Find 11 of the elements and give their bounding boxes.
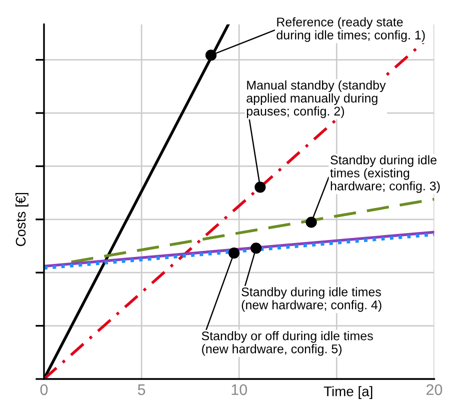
- x-tick-label: 10: [232, 384, 247, 396]
- annotation: Standby or off during idle times (new hardware, config. 5): [202, 331, 373, 356]
- annotation: Reference (ready state during idle times; config. 1): [276, 17, 425, 42]
- x-tick-label: 0: [40, 384, 48, 396]
- annotation: Standby during idle times (new hardware; config. 4): [242, 287, 382, 312]
- x-axis-title: Time [a]: [324, 386, 372, 400]
- y-axis-title: Costs [€]: [15, 193, 28, 246]
- x-tick-label: 20: [426, 384, 442, 396]
- annotation: Manual standby (standby applied manually during pauses; config. 2): [246, 80, 386, 118]
- x-tick-label: 5: [138, 384, 146, 396]
- annotation: Standby during idle times (existing hardware; config. 3): [330, 155, 440, 193]
